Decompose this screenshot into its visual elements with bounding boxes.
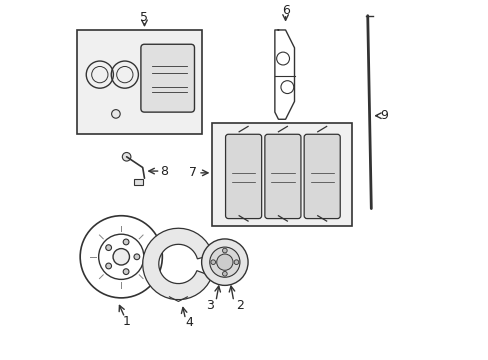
Text: 8: 8 — [160, 165, 168, 177]
Bar — [77, 30, 201, 134]
Circle shape — [122, 153, 131, 161]
Text: 5: 5 — [140, 11, 148, 24]
Circle shape — [111, 110, 120, 118]
Text: 7: 7 — [188, 166, 196, 179]
Circle shape — [105, 245, 111, 251]
Text: 9: 9 — [380, 109, 387, 122]
Bar — [212, 123, 351, 226]
Text: 6: 6 — [281, 4, 289, 17]
Text: 4: 4 — [185, 316, 193, 329]
Circle shape — [222, 271, 227, 276]
Circle shape — [234, 260, 238, 265]
Text: 3: 3 — [205, 298, 213, 311]
Bar — [134, 179, 142, 185]
Text: 1: 1 — [122, 315, 130, 328]
Polygon shape — [142, 228, 212, 300]
Circle shape — [210, 260, 215, 265]
Circle shape — [113, 249, 129, 265]
Circle shape — [216, 254, 232, 270]
Circle shape — [209, 247, 240, 277]
FancyBboxPatch shape — [225, 134, 261, 219]
Circle shape — [222, 248, 227, 253]
FancyBboxPatch shape — [304, 134, 340, 219]
Circle shape — [123, 269, 129, 275]
Text: 2: 2 — [235, 298, 244, 311]
Circle shape — [201, 239, 247, 285]
Circle shape — [105, 263, 111, 269]
Circle shape — [123, 239, 129, 245]
FancyBboxPatch shape — [141, 44, 194, 112]
FancyBboxPatch shape — [264, 134, 300, 219]
Circle shape — [134, 254, 140, 260]
